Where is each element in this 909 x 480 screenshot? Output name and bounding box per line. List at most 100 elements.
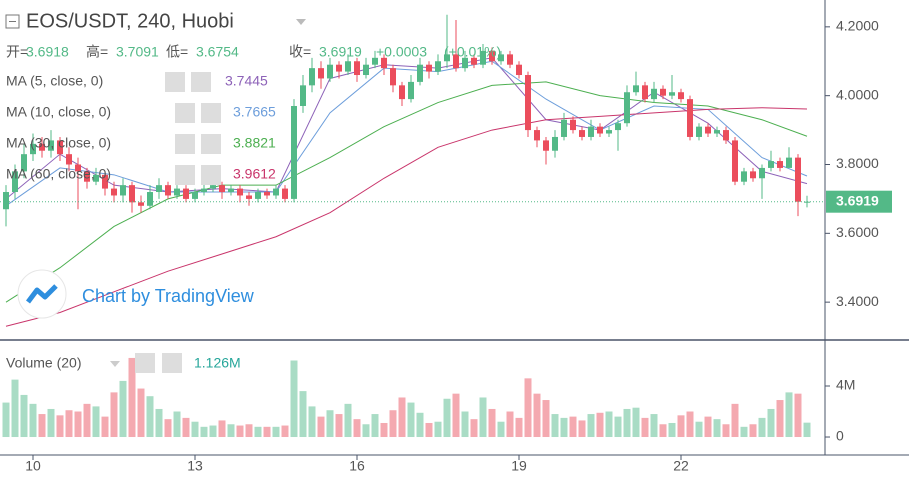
- volume-bar: [344, 403, 352, 438]
- volume-bar: [425, 422, 433, 438]
- candle-body: [444, 54, 450, 62]
- volume-bar: [578, 420, 586, 438]
- volume-legend-name: Volume (20): [6, 355, 81, 371]
- volume-bar: [677, 415, 685, 438]
- volume-bar: [245, 424, 253, 438]
- settings-button[interactable]: [175, 103, 195, 123]
- collapse-icon[interactable]: [5, 14, 20, 29]
- settings-button[interactable]: [135, 353, 155, 373]
- candle-body: [210, 185, 216, 189]
- candle-body: [264, 192, 270, 196]
- candle-body: [381, 57, 387, 69]
- candle-body: [156, 185, 162, 193]
- candle-body: [309, 68, 315, 86]
- candle-body: [246, 195, 252, 199]
- candle-body: [39, 143, 45, 151]
- candle-body: [21, 154, 27, 172]
- candle-body: [642, 85, 648, 100]
- candle-body: [660, 88, 666, 96]
- candle-body: [75, 164, 81, 172]
- volume-bar: [353, 419, 361, 438]
- candle-body: [399, 85, 405, 100]
- candle-body: [219, 185, 225, 193]
- volume-bar: [659, 424, 667, 438]
- candle-body: [228, 188, 234, 193]
- candle-body: [282, 188, 288, 199]
- title-dropdown[interactable]: [296, 19, 306, 25]
- candle-body: [174, 188, 180, 196]
- last-price-badge: [826, 190, 892, 213]
- volume-bar: [191, 421, 199, 438]
- volume-bar: [335, 414, 343, 438]
- candle-body: [786, 157, 792, 168]
- volume-bar: [632, 407, 640, 438]
- volume-bar: [794, 393, 802, 438]
- candle-body: [327, 64, 333, 79]
- candle-body: [759, 167, 765, 179]
- volume-bar: [128, 357, 136, 438]
- candle-body: [255, 192, 261, 199]
- volume-bar: [650, 414, 658, 438]
- volume-legend-value: 1.126M: [194, 355, 241, 371]
- volume-bar: [785, 392, 793, 438]
- volume-bar: [506, 411, 514, 438]
- settings-button[interactable]: [175, 165, 195, 185]
- close-button[interactable]: [201, 165, 221, 185]
- candle-body: [588, 126, 594, 137]
- close-button[interactable]: [201, 103, 221, 123]
- volume-bar: [713, 419, 721, 438]
- candle-body: [318, 68, 324, 79]
- volume-bar: [623, 408, 631, 438]
- close-button[interactable]: [162, 353, 182, 373]
- candle-body: [291, 105, 297, 199]
- candle-body: [714, 130, 720, 134]
- candle-body: [669, 92, 675, 96]
- volume-bar: [479, 397, 487, 438]
- candle-body: [777, 161, 783, 168]
- candle-body: [93, 174, 99, 182]
- y-tick-label: 3.6000: [836, 224, 879, 240]
- candle-body: [111, 188, 117, 196]
- volume-bar: [416, 412, 424, 438]
- volume-bar: [65, 410, 73, 438]
- volume-bar: [137, 388, 145, 438]
- candle-body: [165, 185, 171, 196]
- candle-body: [354, 61, 360, 76]
- volume-bar: [533, 393, 541, 438]
- volume-bar: [227, 424, 235, 438]
- ma-legend-value: 3.7665: [233, 104, 276, 120]
- volume-bar: [299, 391, 307, 438]
- candle-body: [651, 88, 657, 100]
- ma-legend-value: 3.9612: [233, 166, 276, 182]
- volume-bar: [542, 400, 550, 438]
- candle-body: [768, 161, 774, 168]
- candle-body: [102, 174, 108, 189]
- x-tick-label: 13: [187, 458, 203, 474]
- volume-bar: [380, 422, 388, 438]
- candle-body: [192, 192, 198, 199]
- candle-body: [498, 54, 504, 62]
- candle-body: [732, 140, 738, 182]
- candle-body: [741, 171, 747, 182]
- volume-bar: [614, 416, 622, 438]
- volume-bar: [470, 419, 478, 438]
- volume-bar: [308, 406, 316, 438]
- volume-bar: [272, 426, 280, 438]
- candle-body: [795, 157, 801, 202]
- close-button[interactable]: [191, 72, 211, 92]
- volume-bar: [56, 415, 64, 438]
- volume-bar: [29, 403, 37, 438]
- ma-legend-name: MA (5, close, 0): [6, 73, 103, 89]
- settings-button[interactable]: [175, 134, 195, 154]
- ohlc-label: 开=: [6, 44, 28, 60]
- volume-dropdown[interactable]: [110, 361, 120, 367]
- volume-bar: [452, 393, 460, 438]
- change: +0.0003: [376, 44, 427, 60]
- settings-button[interactable]: [165, 72, 185, 92]
- volume-bar: [695, 421, 703, 438]
- candle-body: [408, 81, 414, 100]
- volume-bar: [749, 424, 757, 438]
- volume-bar: [38, 414, 46, 438]
- close-button[interactable]: [201, 134, 221, 154]
